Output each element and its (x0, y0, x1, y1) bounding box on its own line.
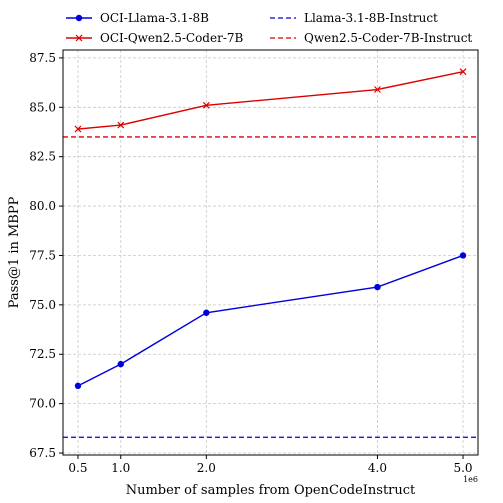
legend-entry: OCI-Qwen2.5-Coder-7B (66, 31, 244, 45)
y-tick-label: 87.5 (29, 51, 56, 65)
data-point-stroke (74, 125, 82, 133)
data-point-stroke (117, 121, 125, 129)
series (74, 68, 467, 390)
axis-ticks: 0.5 1.0 2.0 4.0 5.0 67.5 70.0 72.5 75.0 77.5 80.0 8… (29, 51, 472, 475)
legend-label: OCI-Llama-3.1-8B (100, 11, 209, 25)
data-point (74, 125, 82, 133)
legend-entry: OCI-Llama-3.1-8B (66, 11, 209, 25)
data-point (203, 309, 210, 316)
x-tick-label: 5.0 (453, 461, 472, 475)
x-axis-exponent: 1e6 (463, 475, 478, 484)
data-point (459, 68, 467, 76)
y-tick-label: 67.5 (29, 446, 56, 460)
y-tick-label: 80.0 (29, 199, 56, 213)
legend-marker (75, 14, 83, 22)
legend-label: OCI-Qwen2.5-Coder-7B (100, 31, 244, 45)
data-point (117, 360, 124, 368)
legend-label: Llama-3.1-8B-Instruct (304, 11, 438, 25)
x-tick-label: 4.0 (368, 461, 387, 475)
data-point-stroke (459, 68, 467, 76)
data-point-stroke (374, 86, 381, 93)
data-point (374, 283, 381, 291)
data-point (74, 382, 82, 390)
y-tick-label: 85.0 (29, 100, 56, 114)
grid (63, 50, 478, 455)
data-point (202, 101, 210, 109)
series-line (77, 254, 464, 387)
legend-entry: Qwen2.5-Coder-7B-Instruct (270, 31, 472, 45)
plot-frame (62, 49, 479, 456)
data-point (374, 86, 381, 93)
x-tick-label: 1.0 (111, 461, 130, 475)
data-point (117, 121, 125, 129)
baselines (63, 136, 478, 438)
y-tick-label: 72.5 (29, 347, 56, 361)
legend-entry: Llama-3.1-8B-Instruct (270, 11, 438, 25)
y-tick-label: 82.5 (29, 150, 56, 164)
legend-marker (75, 34, 83, 42)
data-point (459, 252, 467, 259)
series-line (77, 71, 464, 130)
legend: OCI-Llama-3.1-8B OCI-Qwen2.5-Coder-7B Llam… (66, 11, 472, 45)
y-tick-label: 70.0 (29, 397, 56, 411)
data-point-stroke (202, 101, 210, 109)
y-axis-label: Pass@1 in MBPP (7, 196, 22, 308)
y-tick-label: 77.5 (29, 248, 56, 262)
legend-label: Qwen2.5-Coder-7B-Instruct (304, 31, 472, 45)
x-tick-label: 0.5 (68, 461, 87, 475)
x-tick-label: 2.0 (197, 461, 216, 475)
y-tick-label: 75.0 (29, 298, 56, 312)
x-axis-label: Number of samples from OpenCodeInstruct (126, 483, 416, 498)
